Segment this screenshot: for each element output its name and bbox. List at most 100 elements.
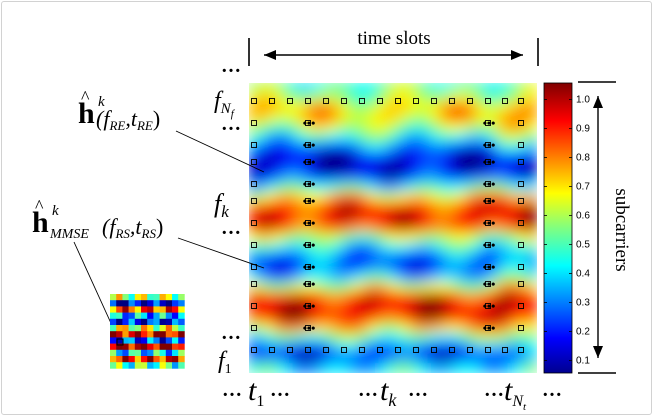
pilot-square [251, 98, 257, 104]
ellipsis-dots: ••• [303, 116, 316, 130]
thumbnail-cell [147, 325, 154, 332]
thumbnail-cell [165, 343, 173, 351]
ellipsis-dots: ••• [483, 238, 496, 252]
thumbnail-cell [165, 331, 173, 338]
pilot-square [305, 181, 311, 187]
thumbnail-cell [147, 300, 154, 307]
pilot-square [518, 98, 524, 104]
thumbnail-cell [110, 306, 117, 313]
ellipsis-t-left: … [222, 379, 242, 401]
thumbnail-cell [147, 362, 154, 369]
thumbnail-cell [110, 337, 117, 344]
thumbnail-cell [128, 312, 136, 320]
pilot-square [251, 181, 257, 187]
thumbnail-cell [165, 306, 173, 313]
thumbnail-cell [122, 294, 129, 301]
pilot-square [359, 98, 365, 104]
pilot-square [518, 303, 524, 309]
argument-RS: (fRS,tRS) [102, 214, 163, 241]
pilot-square [485, 181, 491, 187]
pilot-square [518, 142, 524, 148]
thumbnail-cell [122, 343, 129, 351]
pilot-square [251, 220, 257, 226]
thumbnail-cell [110, 300, 117, 307]
pilot-square [485, 198, 491, 204]
ellipsis-dots: ••• [483, 177, 496, 191]
thumbnail-cell [134, 300, 142, 307]
pilot-square [485, 120, 491, 126]
thumbnail-cell [159, 312, 167, 320]
ellipsis-lower: … [221, 322, 241, 344]
thumbnail-cell [122, 349, 129, 357]
ellipsis-dots: ••• [303, 238, 316, 252]
thumbnail-cell [165, 294, 173, 301]
thumbnail-cell [178, 325, 185, 332]
colorbar-tick-label: 0.8 [576, 153, 590, 164]
thumbnail-cell [178, 306, 185, 313]
pilot-square [251, 281, 257, 287]
svg-text:h: h [78, 97, 95, 130]
ellipsis-dots: ••• [483, 155, 496, 169]
thumbnail-cell [116, 325, 123, 332]
thumbnail-cell [110, 356, 117, 363]
thumbnail-cell [159, 306, 167, 313]
thumbnail-cell [178, 318, 185, 326]
pilot-square [359, 347, 365, 353]
ellipsis-dots: ••• [483, 216, 496, 230]
ellipsis-upper: … [221, 113, 241, 135]
pilot-square [485, 264, 491, 270]
ellipsis-tN-left: … [484, 379, 504, 401]
pilot-square [395, 98, 401, 104]
thumbnail-cell [165, 325, 173, 332]
thumbnail-cell [128, 300, 136, 307]
thumbnail-cell [172, 318, 179, 326]
ellipsis-t1-right: … [270, 379, 290, 401]
pilot-square [323, 347, 329, 353]
thumbnail-cell [153, 337, 160, 344]
colorbar-gradient [543, 82, 573, 374]
pilot-square [305, 242, 311, 248]
pilot-square [305, 98, 311, 104]
pilot-square [269, 98, 275, 104]
pilot-square [305, 120, 311, 126]
pilot-square [518, 198, 524, 204]
ellipsis-dots: ••• [303, 216, 316, 230]
pilot-square [305, 142, 311, 148]
thumbnail-cell [159, 356, 167, 363]
pilot-square [287, 347, 293, 353]
thumbnail-cell [141, 312, 148, 320]
pilot-square [518, 242, 524, 248]
pilot-square [431, 347, 437, 353]
thumbnail-cell [165, 318, 173, 326]
pilot-square [341, 98, 347, 104]
thumbnail-cell [134, 337, 142, 344]
pilot-square [502, 347, 508, 353]
label-t-1: t1 [248, 374, 264, 410]
thumbnail-cell [165, 349, 173, 357]
pilot-square [305, 264, 311, 270]
pilot-square [485, 159, 491, 165]
pilot-square [467, 347, 473, 353]
thumbnail-cell [178, 331, 185, 338]
thumbnail-cell [178, 362, 185, 369]
thumbnail-cell [172, 306, 179, 313]
svg-text:h: h [32, 206, 49, 239]
thumbnail-cell [153, 306, 160, 313]
pilot-square [485, 220, 491, 226]
thumbnail-cell [116, 294, 123, 301]
pilot-square [377, 347, 383, 353]
ellipsis-dots: ••• [483, 138, 496, 152]
pilot-square [485, 303, 491, 309]
thumbnail-cell [122, 325, 129, 332]
thumbnail-cell [110, 318, 117, 326]
label-f-Nf: fNf [214, 88, 236, 120]
thumbnail-cell [153, 343, 160, 351]
pilot-square [485, 281, 491, 287]
thumbnail-cell [116, 337, 123, 344]
thumbnail-cell [134, 343, 142, 351]
thumbnail-cell [159, 300, 167, 307]
ellipsis-dots: ••• [483, 321, 496, 335]
thumbnail-cell [159, 331, 167, 338]
pilot-square [485, 242, 491, 248]
